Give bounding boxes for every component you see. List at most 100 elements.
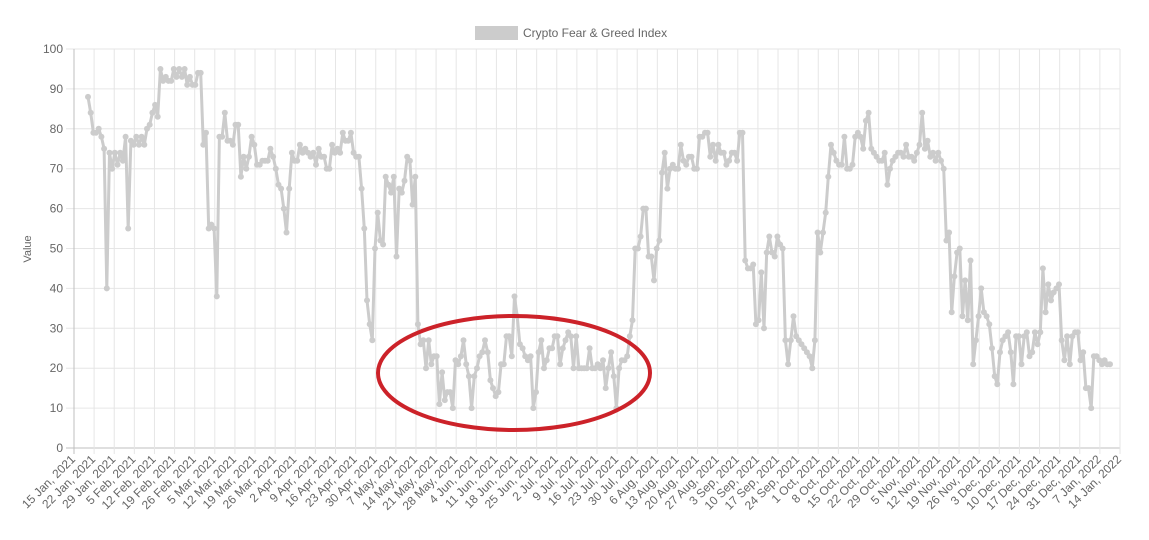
data-point[interactable] xyxy=(460,337,467,344)
data-point[interactable] xyxy=(862,117,869,124)
data-point[interactable] xyxy=(1088,405,1095,412)
data-point[interactable] xyxy=(758,269,765,276)
data-point[interactable] xyxy=(197,69,204,76)
data-point[interactable] xyxy=(535,349,542,356)
data-point[interactable] xyxy=(200,141,207,148)
data-point[interactable] xyxy=(412,173,419,180)
data-point[interactable] xyxy=(809,365,816,372)
data-point[interactable] xyxy=(541,365,547,372)
data-point[interactable] xyxy=(811,337,818,344)
data-point[interactable] xyxy=(1058,337,1065,344)
data-point[interactable] xyxy=(994,381,1001,388)
data-point[interactable] xyxy=(296,141,303,148)
data-point[interactable] xyxy=(168,77,175,84)
data-point[interactable] xyxy=(978,285,985,292)
data-point[interactable] xyxy=(626,333,633,340)
data-point[interactable] xyxy=(830,149,837,156)
data-point[interactable] xyxy=(664,185,671,192)
data-point[interactable] xyxy=(814,229,821,236)
data-point[interactable] xyxy=(393,253,400,260)
data-point[interactable] xyxy=(559,345,566,352)
data-point[interactable] xyxy=(734,157,741,164)
data-point[interactable] xyxy=(484,349,491,356)
data-point[interactable] xyxy=(109,165,116,172)
data-point[interactable] xyxy=(742,257,749,264)
data-point[interactable] xyxy=(766,233,773,240)
data-point[interactable] xyxy=(138,133,145,140)
data-point[interactable] xyxy=(951,273,958,280)
data-point[interactable] xyxy=(608,349,615,356)
data-point[interactable] xyxy=(887,165,893,172)
data-point[interactable] xyxy=(884,181,891,188)
data-point[interactable] xyxy=(398,189,405,196)
data-point[interactable] xyxy=(455,361,462,368)
data-point[interactable] xyxy=(530,405,537,412)
data-point[interactable] xyxy=(787,337,794,344)
data-point[interactable] xyxy=(471,373,478,380)
data-point[interactable] xyxy=(1077,357,1084,364)
data-point[interactable] xyxy=(970,361,977,368)
data-point[interactable] xyxy=(602,385,609,392)
data-point[interactable] xyxy=(111,149,118,156)
data-point[interactable] xyxy=(414,321,421,328)
data-point[interactable] xyxy=(881,149,888,156)
data-point[interactable] xyxy=(251,141,258,148)
data-point[interactable] xyxy=(1080,349,1087,356)
data-point[interactable] xyxy=(294,157,301,164)
data-point[interactable] xyxy=(913,149,920,156)
data-point[interactable] xyxy=(1029,349,1036,356)
data-point[interactable] xyxy=(178,73,185,80)
data-point[interactable] xyxy=(409,201,416,208)
data-point[interactable] xyxy=(543,357,550,364)
data-point[interactable] xyxy=(822,209,829,216)
data-point[interactable] xyxy=(825,173,832,180)
data-point[interactable] xyxy=(975,313,982,320)
data-point[interactable] xyxy=(675,165,682,172)
data-point[interactable] xyxy=(449,405,456,412)
data-point[interactable] xyxy=(683,161,690,168)
data-point[interactable] xyxy=(125,225,132,232)
data-point[interactable] xyxy=(967,257,974,264)
data-point[interactable] xyxy=(157,66,164,72)
data-point[interactable] xyxy=(997,349,1003,356)
data-point[interactable] xyxy=(943,237,950,244)
data-point[interactable] xyxy=(170,66,177,72)
data-point[interactable] xyxy=(972,337,979,344)
data-point[interactable] xyxy=(983,313,990,320)
data-point[interactable] xyxy=(1061,357,1068,364)
data-point[interactable] xyxy=(932,157,939,164)
data-point[interactable] xyxy=(154,113,161,120)
data-point[interactable] xyxy=(919,109,926,116)
data-point[interactable] xyxy=(616,365,623,372)
data-point[interactable] xyxy=(264,157,271,164)
data-point[interactable] xyxy=(85,93,91,100)
data-point[interactable] xyxy=(849,161,856,168)
data-point[interactable] xyxy=(715,141,722,148)
data-point[interactable] xyxy=(597,365,604,372)
data-point[interactable] xyxy=(1031,329,1038,336)
data-point[interactable] xyxy=(600,357,606,364)
data-point[interactable] xyxy=(720,149,727,156)
data-point[interactable] xyxy=(921,145,928,152)
data-point[interactable] xyxy=(482,337,488,344)
data-point[interactable] xyxy=(146,121,153,128)
data-point[interactable] xyxy=(1066,361,1073,368)
data-point[interactable] xyxy=(272,165,279,172)
data-point[interactable] xyxy=(964,317,971,324)
data-point[interactable] xyxy=(785,361,792,368)
data-point[interactable] xyxy=(533,389,539,396)
data-point[interactable] xyxy=(653,245,660,252)
data-point[interactable] xyxy=(152,101,159,108)
data-point[interactable] xyxy=(1007,349,1014,356)
data-point[interactable] xyxy=(538,337,545,344)
data-point[interactable] xyxy=(527,353,534,360)
data-point[interactable] xyxy=(763,249,770,256)
data-point[interactable] xyxy=(688,153,695,160)
data-point[interactable] xyxy=(369,337,376,344)
data-point[interactable] xyxy=(1056,281,1062,288)
data-point[interactable] xyxy=(677,141,684,148)
data-point[interactable] xyxy=(245,153,252,160)
data-point[interactable] xyxy=(270,153,277,160)
data-point[interactable] xyxy=(1042,309,1049,316)
data-point[interactable] xyxy=(916,141,923,148)
